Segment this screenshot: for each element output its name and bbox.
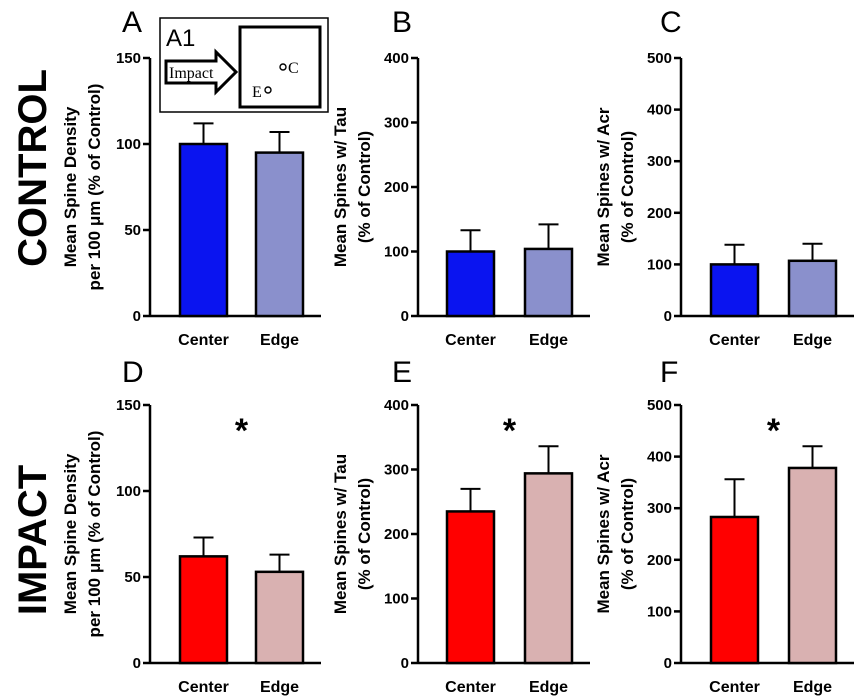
significance-marker: * (767, 412, 781, 450)
panel-letter: D (122, 356, 144, 389)
panel-e: E 0 100 200 300 400 Mean Spines w/ Tau (% of Co… (331, 356, 590, 696)
x-tick-label: Edge (793, 679, 832, 696)
bar-center (445, 250, 496, 318)
y-tick-label: 0 (401, 308, 409, 325)
y-tick-label: 0 (133, 655, 141, 672)
y-tick-label: 150 (116, 397, 141, 414)
panel-letter: F (660, 356, 678, 389)
bar-center (709, 515, 760, 665)
point-c-icon (279, 63, 287, 71)
y-tick-label: 50 (124, 222, 141, 239)
y-tick-label: 200 (384, 526, 409, 543)
chart-panels: A 0 50 100 150 Mean Spine Density per 100 μm (… (61, 6, 854, 696)
inset-label: A1 (166, 25, 195, 52)
bar-center (445, 510, 496, 665)
x-tick-label: Edge (793, 332, 832, 349)
y-axis-label: Mean Spine Density (61, 453, 80, 614)
y-tick-label: 300 (384, 115, 409, 132)
panel-d: D 0 50 100 150 Mean Spine Density per 100 μm (… (61, 356, 321, 696)
y-tick-label: 0 (664, 308, 672, 325)
row-label-impact: IMPACT (11, 465, 55, 615)
y-axis-label: (% of Control) (618, 478, 637, 590)
significance-marker: * (503, 412, 517, 450)
inset-point-e: E (252, 84, 262, 101)
y-axis-label: (% of Control) (355, 131, 374, 243)
panel-letter: B (392, 6, 412, 39)
y-axis-label: Mean Spines w/ Tau (331, 454, 350, 614)
x-tick-label: Center (445, 679, 496, 696)
x-tick-label: Edge (529, 679, 568, 696)
y-tick-label: 0 (401, 655, 409, 672)
y-axis-label: Mean Spine Density (61, 106, 80, 267)
y-tick-label: 0 (664, 655, 672, 672)
y-tick-label: 500 (647, 397, 672, 414)
significance-marker: * (235, 412, 249, 450)
x-tick-label: Edge (529, 332, 568, 349)
x-tick-label: Center (445, 332, 496, 349)
panel-letter: E (392, 356, 412, 389)
y-tick-label: 100 (116, 136, 141, 153)
y-tick-label: 300 (647, 153, 672, 170)
bar-edge (787, 466, 838, 665)
y-tick-label: 400 (647, 449, 672, 466)
y-tick-label: 200 (384, 179, 409, 196)
y-tick-label: 100 (647, 603, 672, 620)
inset-diagram: A1 Impact C E (159, 17, 329, 113)
panel-letter: A (122, 6, 142, 39)
panel-f: F 0 100 200 300 400 500 Mean Spines w/ Acr (% of… (594, 356, 854, 696)
y-tick-label: 200 (647, 205, 672, 222)
y-axis-label: Mean Spines w/ Tau (331, 107, 350, 267)
x-tick-label: Center (178, 679, 229, 696)
row-label-control: CONTROL (11, 69, 55, 267)
y-tick-label: 300 (647, 500, 672, 517)
y-tick-label: 400 (647, 102, 672, 119)
y-axis-label: Mean Spines w/ Acr (594, 107, 613, 266)
y-tick-label: 100 (647, 256, 672, 273)
bar-edge (523, 247, 574, 318)
y-tick-label: 400 (384, 50, 409, 67)
x-tick-label: Edge (260, 332, 299, 349)
y-tick-label: 400 (384, 397, 409, 414)
y-axis-label: Mean Spines w/ Acr (594, 454, 613, 613)
y-tick-label: 150 (116, 50, 141, 67)
x-tick-label: Edge (260, 679, 299, 696)
point-e-icon (264, 86, 272, 94)
panel-b: B 0 100 200 300 400 Mean Spines w/ Tau (% of Co… (331, 6, 590, 349)
y-tick-label: 200 (647, 552, 672, 569)
y-tick-label: 100 (116, 483, 141, 500)
bar-edge (523, 472, 574, 665)
y-tick-label: 100 (384, 244, 409, 261)
panel-a: A 0 50 100 150 Mean Spine Density per 100 μm (… (61, 6, 321, 349)
bar-center (709, 263, 760, 318)
inset-arrow-text: Impact (169, 65, 214, 82)
y-tick-label: 0 (133, 308, 141, 325)
x-tick-label: Center (178, 332, 229, 349)
inset-point-c: C (288, 60, 299, 77)
x-tick-label: Center (709, 679, 760, 696)
bar-edge (254, 151, 305, 318)
y-axis-label: per 100 μm (% of Control) (85, 431, 104, 638)
y-axis-label: (% of Control) (618, 131, 637, 243)
bar-center (178, 555, 229, 665)
x-tick-label: Center (709, 332, 760, 349)
bar-center (178, 142, 229, 318)
y-tick-label: 50 (124, 569, 141, 586)
panel-c: C 0 100 200 300 400 500 Mean Spines w/ Acr (% of… (594, 6, 854, 349)
panel-letter: C (660, 6, 682, 39)
y-tick-label: 300 (384, 462, 409, 479)
y-tick-label: 500 (647, 50, 672, 67)
impact-arrow-icon (164, 48, 239, 96)
bar-edge (254, 570, 305, 665)
y-tick-label: 100 (384, 591, 409, 608)
y-axis-label: (% of Control) (355, 478, 374, 590)
y-axis-label: per 100 μm (% of Control) (85, 84, 104, 291)
bar-edge (787, 259, 838, 318)
